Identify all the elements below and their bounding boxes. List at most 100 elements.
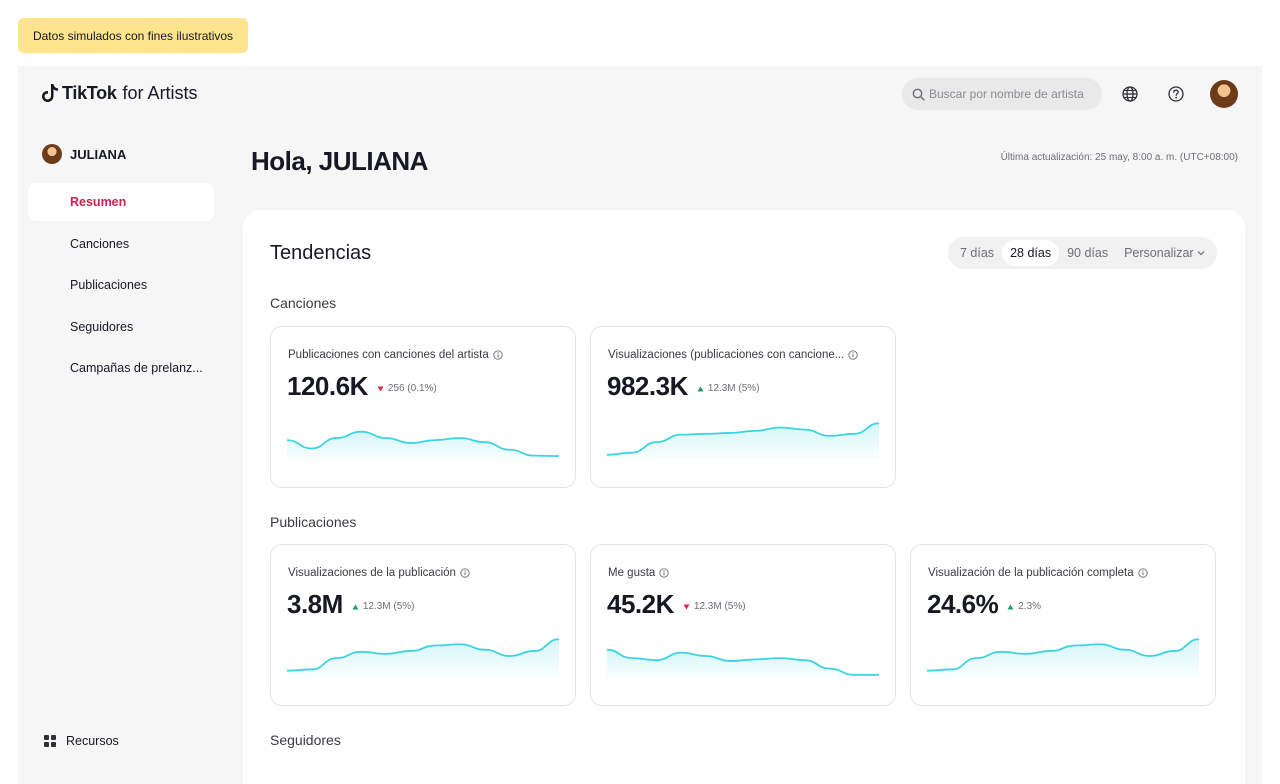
sparkline-line: [607, 422, 879, 456]
sidebar-item-campanas[interactable]: Campañas de prelanz...: [70, 361, 203, 375]
user-avatar[interactable]: [1210, 80, 1238, 108]
card-title-text: Visualizaciones de la publicación: [288, 567, 456, 579]
sidebar-item-resumen[interactable]: Resumen: [28, 183, 214, 221]
metric-delta-text: 12.3M (5%): [693, 601, 746, 612]
card-likes[interactable]: Me gusta 45.2K 12.3M (5%): [590, 544, 896, 706]
triangle-down-icon: [377, 386, 384, 391]
range-custom-label: Personalizar: [1124, 246, 1194, 260]
card-song-views[interactable]: Visualizaciones (publicaciones con canci…: [590, 326, 896, 488]
grid-icon: [44, 735, 56, 747]
sparkline-area: [287, 431, 559, 463]
disclaimer-banner: Datos simulados con fines ilustrativos: [18, 18, 248, 53]
card-metric: 24.6% 2.3%: [927, 589, 1041, 620]
metric-value: 3.8M: [287, 589, 343, 619]
help-icon: [1168, 86, 1184, 102]
card-post-views[interactable]: Visualizaciones de la publicación 3.8M 12.…: [270, 544, 576, 706]
sparkline-chart: [607, 422, 879, 463]
range-28-days[interactable]: 28 días: [1002, 240, 1060, 266]
metric-delta-text: 256 (0.1%): [387, 383, 437, 394]
card-title-text: Me gusta: [608, 567, 656, 579]
sparkline-area: [287, 639, 559, 681]
metric-delta-text: 12.3M (5%): [707, 383, 760, 394]
info-icon[interactable]: [493, 350, 503, 360]
panel-title: Tendencias: [270, 242, 372, 264]
metric-value: 45.2K: [607, 589, 674, 619]
sparkline-chart: [287, 638, 559, 681]
range-7-days[interactable]: 7 días: [960, 246, 995, 260]
triangle-up-icon: [1007, 604, 1014, 609]
app-window: TikTok for Artists Buscar por nombre de …: [18, 66, 1262, 784]
sparkline-line: [287, 430, 559, 457]
page-title: Hola, JULIANA: [251, 146, 428, 176]
sparkline-line: [607, 648, 879, 676]
triangle-up-icon: [352, 604, 359, 609]
card-complete-views[interactable]: Visualización de la publicación completa…: [910, 544, 1216, 706]
tiktok-logo-icon: [42, 84, 58, 102]
search-icon: [912, 88, 925, 101]
sidebar-item-canciones[interactable]: Canciones: [70, 236, 130, 251]
section-publicaciones: Publicaciones: [270, 514, 357, 530]
card-metric: 120.6K 256 (0.1%): [287, 371, 437, 402]
search-placeholder: Buscar por nombre de artista: [929, 87, 1084, 101]
info-icon[interactable]: [659, 568, 669, 578]
metric-value: 24.6%: [927, 589, 999, 619]
metric-value: 982.3K: [607, 371, 688, 401]
card-metric: 45.2K 12.3M (5%): [607, 589, 746, 620]
info-icon[interactable]: [848, 350, 858, 360]
metric-delta: 2.3%: [1007, 601, 1041, 612]
sidebar-item-recursos[interactable]: Recursos: [44, 734, 119, 748]
card-title-text: Visualización de la publicación completa: [928, 567, 1134, 579]
info-icon[interactable]: [460, 568, 470, 578]
date-range-selector: 7 días 28 días 90 días Personalizar: [948, 237, 1217, 269]
sidebar-user[interactable]: JULIANA: [42, 144, 126, 164]
user-name: JULIANA: [70, 146, 127, 162]
info-icon[interactable]: [1137, 568, 1148, 578]
sparkline-area: [607, 423, 879, 463]
triangle-down-icon: [683, 604, 690, 609]
avatar: [42, 144, 62, 164]
sidebar-item-seguidores[interactable]: Seguidores: [70, 319, 134, 334]
card-title: Me gusta: [608, 567, 669, 579]
card-title: Publicaciones con canciones del artista: [288, 349, 503, 361]
card-title: Visualización de la publicación completa: [928, 567, 1148, 579]
metric-delta-text: 2.3%: [1018, 601, 1042, 612]
sparkline-line: [287, 638, 559, 672]
metric-value: 120.6K: [287, 371, 368, 401]
card-title-text: Visualizaciones (publicaciones con canci…: [608, 349, 845, 361]
help-button[interactable]: [1164, 82, 1188, 106]
brand-suffix: for Artists: [122, 82, 198, 103]
card-title-text: Publicaciones con canciones del artista: [288, 349, 489, 361]
sparkline-area: [607, 649, 879, 681]
globe-icon: [1122, 86, 1138, 102]
range-custom[interactable]: Personalizar: [1116, 240, 1212, 266]
sparkline-chart: [287, 430, 559, 463]
triangle-up-icon: [697, 386, 704, 391]
metric-delta: 12.3M (5%): [697, 383, 760, 394]
sparkline-chart: [607, 648, 879, 681]
card-title: Visualizaciones de la publicación: [288, 567, 470, 579]
search-input[interactable]: Buscar por nombre de artista: [902, 78, 1102, 110]
metric-delta: 12.3M (5%): [352, 601, 415, 612]
range-90-days[interactable]: 90 días: [1067, 246, 1109, 260]
last-updated: Última actualización: 25 may, 8:00 a. m.…: [1000, 152, 1238, 163]
brand-logo[interactable]: TikTok for Artists: [40, 82, 198, 104]
metric-delta: 256 (0.1%): [377, 383, 437, 394]
sparkline-line: [927, 638, 1199, 672]
card-metric: 982.3K 12.3M (5%): [607, 371, 760, 402]
trends-panel: Tendencias 7 días 28 días 90 días Person…: [243, 210, 1245, 784]
sparkline-chart: [927, 638, 1199, 681]
section-seguidores: Seguidores: [270, 732, 341, 748]
card-song-posts[interactable]: Publicaciones con canciones del artista 1…: [270, 326, 576, 488]
chevron-down-icon: [1197, 251, 1205, 256]
sidebar-item-publicaciones[interactable]: Publicaciones: [70, 278, 148, 292]
card-title: Visualizaciones (publicaciones con canci…: [608, 349, 858, 361]
section-canciones: Canciones: [270, 295, 337, 311]
card-metric: 3.8M 12.3M (5%): [287, 589, 415, 620]
brand-name: TikTok: [62, 82, 117, 103]
sidebar-nav: Resumen Canciones Publicaciones Seguidor…: [28, 183, 214, 391]
metric-delta: 12.3M (5%): [683, 601, 746, 612]
metric-delta-text: 12.3M (5%): [362, 601, 415, 612]
language-button[interactable]: [1118, 82, 1142, 106]
sparkline-area: [927, 639, 1199, 681]
resources-label: Recursos: [66, 734, 119, 748]
